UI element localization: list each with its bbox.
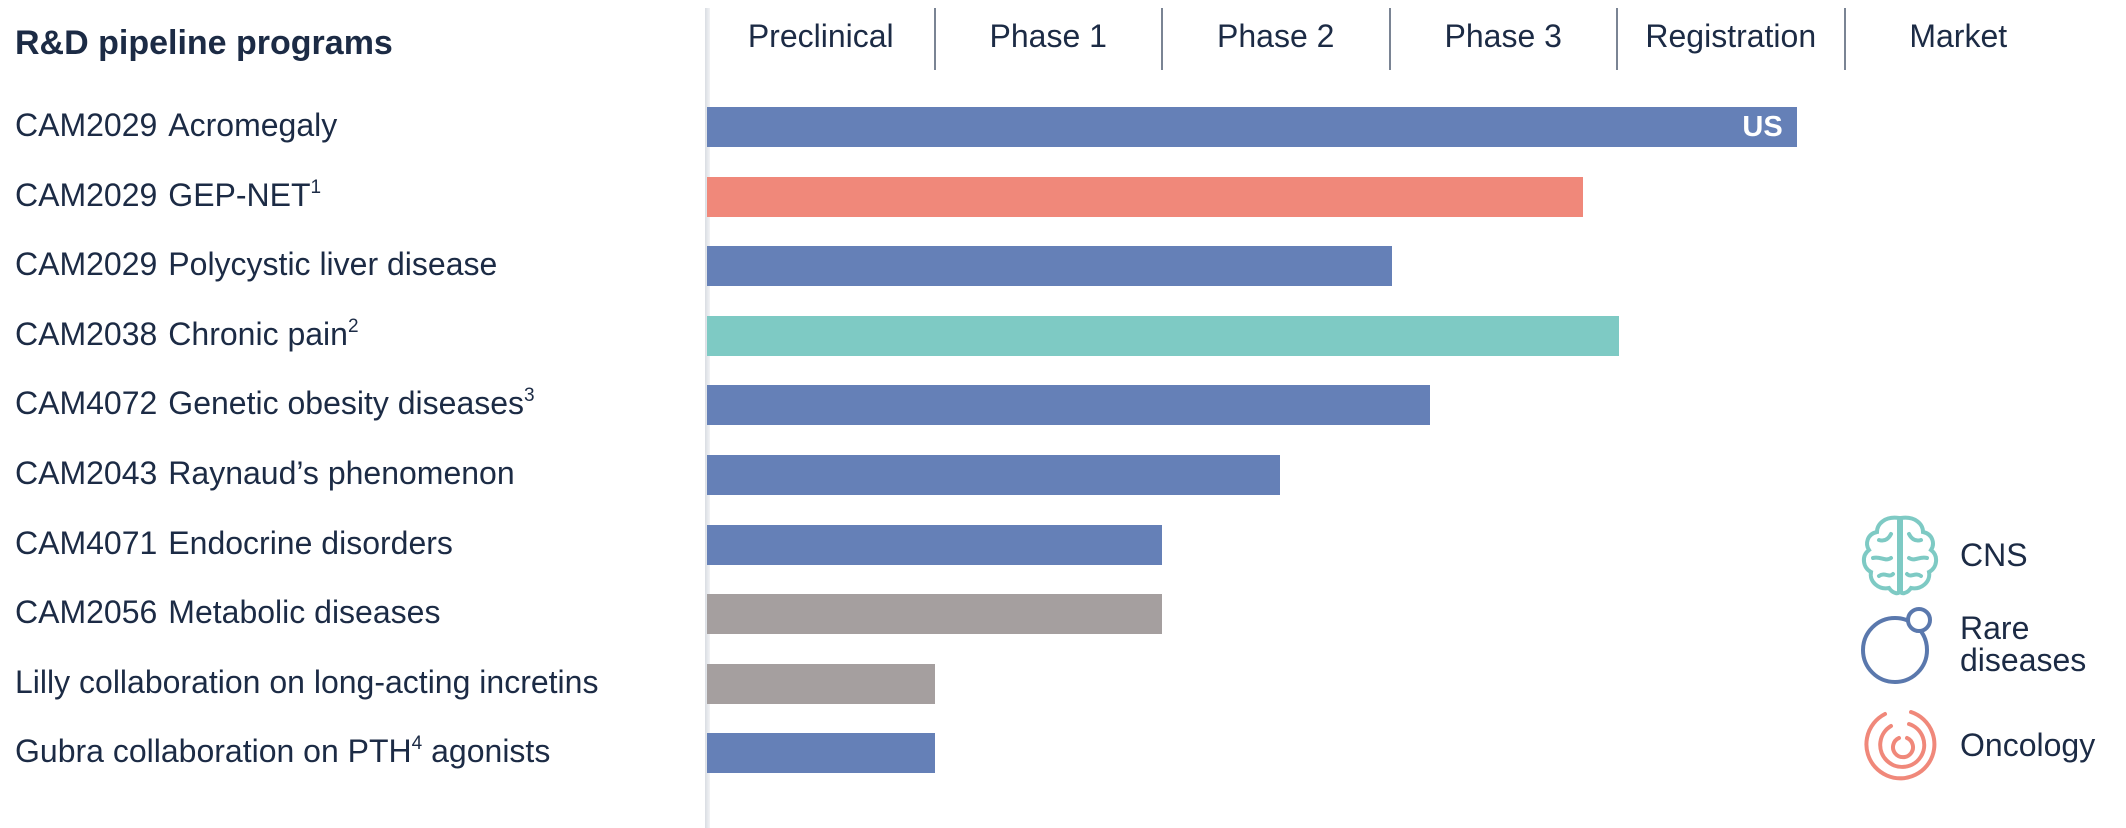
legend-item: Oncology: [1855, 700, 2105, 790]
pipeline-bar: [707, 385, 1431, 426]
program-code: CAM2043: [15, 455, 158, 491]
stage-label-phase-3: Phase 3: [1444, 18, 1562, 54]
program-label: CAM2043 Raynaud’s phenomenon: [15, 453, 515, 493]
program-name: Lilly collaboration on long-acting incre…: [15, 663, 599, 700]
program-name: GEP-NET: [168, 176, 311, 213]
stage-separator: [1616, 8, 1618, 70]
pipeline-bar: [707, 176, 1583, 217]
program-label: CAM2029 GEP-NET1: [15, 175, 321, 215]
stage-label-preclinical: Preclinical: [747, 18, 894, 54]
pipeline-bar: [707, 524, 1162, 565]
brain-icon: [1855, 510, 1945, 600]
stage-label-phase-2: Phase 2: [1217, 18, 1335, 54]
program-code: CAM4072: [15, 385, 158, 422]
legend-label: Oncology: [1960, 727, 2096, 763]
stage-separator: [1161, 8, 1163, 70]
program-label: CAM4071 Endocrine disorders: [15, 523, 453, 563]
pipeline-bar: [707, 663, 935, 704]
chart-title: R&D pipeline programs: [15, 24, 393, 62]
program-code: CAM2056: [15, 594, 158, 631]
program-code: CAM2029: [15, 176, 158, 213]
stage-separator: [1388, 8, 1391, 70]
program-name: Raynaud’s phenomenon: [168, 455, 515, 491]
program-name: Gubra collaboration on PTH: [15, 733, 412, 770]
footnote-marker: 1: [310, 176, 322, 198]
legend-label: CNS: [1960, 537, 2028, 573]
stage-separator: [1843, 8, 1846, 70]
pipeline-bar: US: [707, 107, 1797, 147]
pipeline-bar: [707, 455, 1281, 495]
program-name: Genetic obesity diseases: [168, 385, 525, 422]
stage-label-phase-1: Phase 1: [989, 18, 1107, 54]
program-code: CAM2029: [15, 107, 158, 143]
stage-label-registration: Registration: [1645, 18, 1817, 54]
oncology-icon: [1855, 700, 1945, 790]
pipeline-bar: [707, 246, 1392, 287]
footnote-marker: 3: [524, 385, 535, 407]
program-name-suffix: agonists: [422, 733, 551, 770]
program-label: Gubra collaboration on PTH4 agonists: [15, 731, 550, 771]
program-name: Endocrine disorders: [168, 524, 453, 561]
legend-item: CNS: [1855, 510, 2105, 600]
program-name: Metabolic diseases: [168, 594, 441, 631]
program-code: CAM2038: [15, 315, 158, 352]
legend-label: Rare diseases: [1960, 610, 2087, 678]
legend-item: Rare diseases: [1855, 600, 2105, 690]
program-name: Acromegaly: [168, 107, 338, 143]
program-label: Lilly collaboration on long-acting incre…: [15, 662, 598, 702]
program-code: CAM2029: [15, 246, 158, 283]
program-name: Chronic pain: [168, 315, 348, 352]
program-label: CAM2029 Acromegaly: [15, 105, 337, 145]
program-label: CAM2056 Metabolic diseases: [15, 592, 440, 632]
footnote-marker: 4: [411, 733, 423, 755]
stage-separator: [933, 8, 936, 70]
program-name: Polycystic liver disease: [168, 246, 498, 283]
program-label: CAM2038 Chronic pain2: [15, 314, 359, 354]
pipeline-bar: [707, 315, 1620, 356]
program-label: CAM4072 Genetic obesity diseases3: [15, 383, 535, 423]
rare-diseases-icon: [1855, 600, 1945, 690]
stage-label-market: Market: [1909, 18, 2008, 54]
bar-data-label: US: [1742, 111, 1783, 143]
pipeline-bar: [707, 594, 1162, 635]
program-code: CAM4071: [15, 524, 158, 561]
pipeline-bar: [707, 733, 935, 774]
footnote-marker: 2: [347, 315, 359, 337]
program-label: CAM2029 Polycystic liver disease: [15, 244, 497, 284]
